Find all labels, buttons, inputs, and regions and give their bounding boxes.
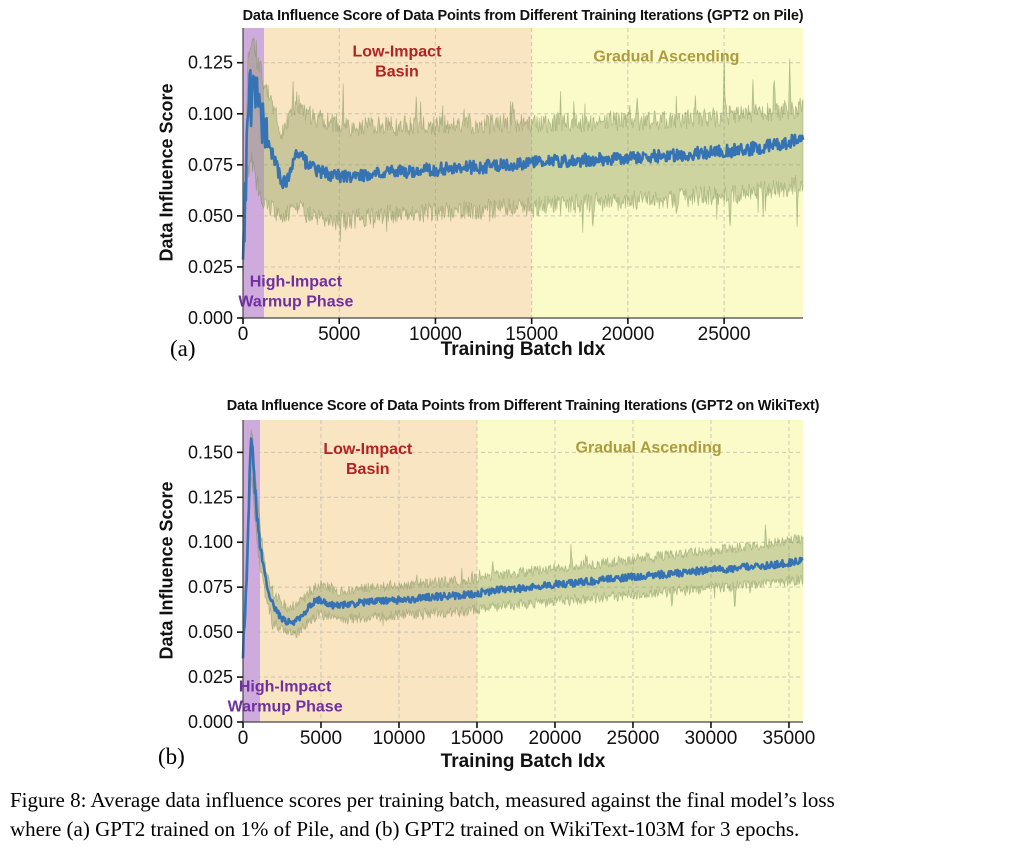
gradual-ascending-label: Gradual Ascending xyxy=(593,49,739,66)
mean-influence-score xyxy=(241,437,804,659)
y-tick-label: 0.050 xyxy=(188,206,233,226)
x-tick-label: 5000 xyxy=(300,728,342,749)
std-band xyxy=(242,37,804,283)
chart-b-title: Data Influence Score of Data Points from… xyxy=(226,398,820,414)
y-tick-label: 0.150 xyxy=(188,442,233,462)
y-tick-label: 0.125 xyxy=(188,487,233,507)
tick-marks xyxy=(237,451,790,728)
low-impact-basin-label: Low-Impact Basin xyxy=(353,44,443,81)
y-tick-label: 0.000 xyxy=(188,712,233,732)
annotation-line: Basin xyxy=(375,64,419,81)
annotation-line: Basin xyxy=(346,461,390,478)
tick-labels: 0 5000 10000 15000 20000 25000 30000 35000 0.000… xyxy=(188,442,815,749)
x-tick-label: 30000 xyxy=(685,728,738,749)
y-tick-label: 0.100 xyxy=(188,532,233,552)
mean-influence-score xyxy=(241,69,805,260)
x-tick-label: 20000 xyxy=(601,324,654,345)
x-tick-label: 25000 xyxy=(698,324,751,345)
y-tick-label: 0.000 xyxy=(188,308,233,328)
tick-labels: 0 5000 10000 15000 20000 25000 0.000 0.025 0.050… xyxy=(188,53,751,345)
y-tick-label: 0.050 xyxy=(188,622,233,642)
x-tick-label: 25000 xyxy=(607,728,660,749)
caption-line-1: Figure 8: Average data influence scores … xyxy=(10,788,835,812)
axes-spines xyxy=(242,28,803,319)
x-tick-label: 5000 xyxy=(318,324,360,345)
x-tick-label: 15000 xyxy=(505,324,558,345)
x-tick-label: 10000 xyxy=(409,324,462,345)
annotation-line: Gradual Ascending xyxy=(593,49,739,66)
high-impact-warmup-label: High-Impact Warmup Phase xyxy=(228,678,343,715)
axes-spines xyxy=(242,420,803,723)
annotation-line: Gradual Ascending xyxy=(576,439,722,456)
chart-a-title: Data Influence Score of Data Points from… xyxy=(242,8,804,24)
annotation-line: Low-Impact xyxy=(353,44,443,61)
gradual-ascending-label: Gradual Ascending xyxy=(576,439,722,456)
y-tick-label: 0.100 xyxy=(188,104,233,124)
chart-b-plot: 0 5000 10000 15000 20000 25000 30000 35000 0.000… xyxy=(188,420,815,749)
y-tick-label: 0.025 xyxy=(188,667,233,687)
chart-a-x-axis-label: Training Batch Idx xyxy=(440,339,606,360)
annotation-line: High-Impact xyxy=(250,273,343,290)
x-tick-label: 10000 xyxy=(373,728,426,749)
figure-caption: Figure 8: Average data influence scores … xyxy=(10,786,1018,844)
annotation-line: Low-Impact xyxy=(323,441,413,458)
high-impact-warmup-label: High-Impact Warmup Phase xyxy=(238,273,353,310)
y-tick-label: 0.075 xyxy=(188,577,233,597)
y-tick-label: 0.025 xyxy=(188,257,233,277)
x-tick-label: 35000 xyxy=(763,728,816,749)
panel-label-b: (b) xyxy=(158,744,185,769)
x-tick-label: 20000 xyxy=(529,728,582,749)
chart-b-x-axis-label: Training Batch Idx xyxy=(440,751,606,772)
phase-regions xyxy=(243,28,803,318)
low-impact-basin-label: Low-Impact Basin xyxy=(323,441,413,478)
caption-line-2: where (a) GPT2 trained on 1% of Pile, an… xyxy=(10,816,800,841)
chart-a-y-axis-label: Data Influence Score xyxy=(156,83,177,262)
region-low-impact-basin xyxy=(260,420,477,722)
annotation-line: Warmup Phase xyxy=(228,698,343,715)
chart-b-y-axis-label: Data Influence Score xyxy=(156,481,177,660)
x-tick-label: 15000 xyxy=(451,728,504,749)
annotation-line: High-Impact xyxy=(239,678,332,695)
annotation-line: Warmup Phase xyxy=(238,293,353,310)
chart-a-plot: 0 5000 10000 15000 20000 25000 0.000 0.025 0.050… xyxy=(188,28,805,345)
panel-label-a: (a) xyxy=(170,336,196,361)
region-gradual-ascending xyxy=(531,28,803,318)
tick-marks xyxy=(237,61,725,324)
y-tick-label: 0.075 xyxy=(188,155,233,175)
y-tick-label: 0.125 xyxy=(188,53,233,73)
x-tick-label: 0 xyxy=(238,324,249,345)
x-tick-label: 0 xyxy=(238,728,249,749)
